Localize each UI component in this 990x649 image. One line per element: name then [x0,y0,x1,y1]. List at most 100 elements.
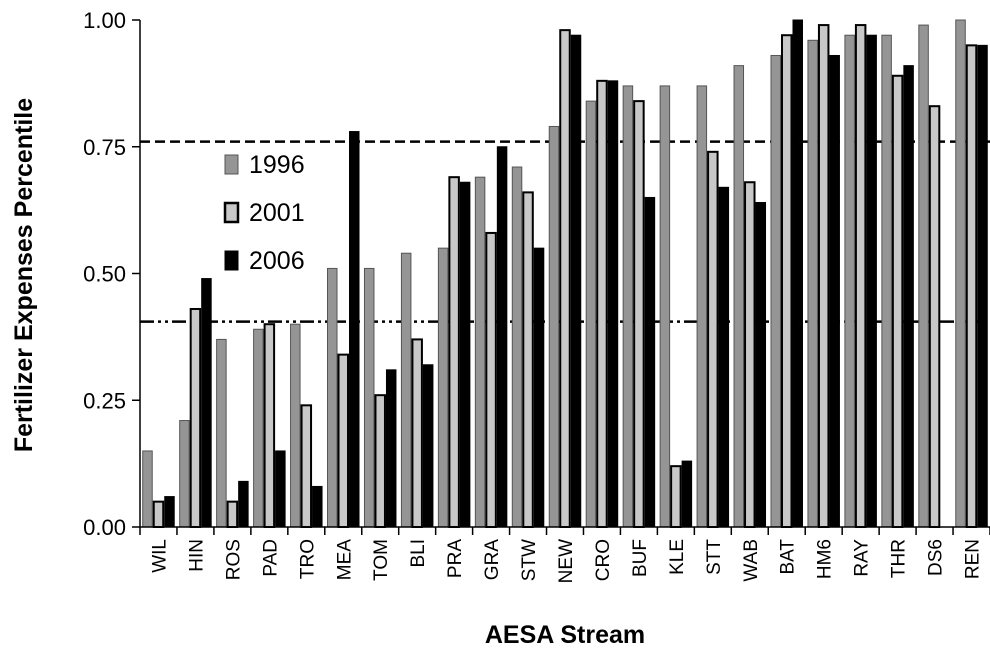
bar-2006-WIL [164,496,175,528]
bar-1996-STW [511,166,523,528]
bar-1996-KLE [659,85,671,528]
x-axis-title: AESA Stream [485,621,645,649]
bar-2006-BUF [644,196,656,528]
bar-2001-STT [707,150,719,528]
bar-2006-STT [718,186,730,528]
bar-2001-MEA [337,353,350,528]
bar-1996-PAD [253,328,264,528]
bar-1996-BLI [400,252,412,528]
bar-2006-NEW [570,34,582,528]
y-tick-label: 0.50 [83,262,126,287]
bar-2006-BLI [422,364,434,528]
bar-1996-HIN [179,420,190,528]
x-tick-label: MEA [334,539,355,581]
x-tick-label: ROS [223,539,244,580]
x-tick-label: DS6 [926,539,947,576]
bar-2001-NEW [559,29,571,528]
bar-1996-WIL [142,450,153,528]
legend-swatch-2001 [223,201,240,224]
legend-label-2001: 2001 [249,199,305,227]
bar-2001-ROS [226,500,239,528]
x-tick-label: WAB [741,539,762,582]
bar-2006-GRA [496,146,508,528]
bar-1996-BUF [622,85,634,528]
bar-2001-BAT [780,34,793,529]
bar-2001-TOM [374,394,386,528]
bars [142,19,988,529]
y-axis-title: Fertilizer Expenses Percentile [10,98,38,452]
x-tick-label: BAT [778,539,799,575]
legend: 1996 2001 2006 [223,151,305,275]
bar-2001-STW [522,191,534,528]
bar-2006-ROS [238,480,249,528]
bar-2001-WAB [744,181,756,529]
y-ticks: 0.00 0.25 0.50 0.75 1.00 [83,8,140,540]
bar-1996-CRO [585,100,597,528]
bar-2006-RAY [866,34,877,528]
bar-1996-PRA [437,247,449,528]
bar-2001-WIL [152,500,165,528]
x-tick-label: KLE [667,539,688,575]
bar-2001-REN [965,44,978,528]
bar-2001-DS6 [928,105,941,528]
bar-2006-CRO [607,80,619,528]
bar-2006-BAT [792,19,803,528]
bar-2006-KLE [681,460,693,528]
bar-2001-PAD [263,323,276,529]
bar-2001-BUF [633,100,645,529]
legend-label-2006: 2006 [249,247,305,275]
bar-2001-TRO [300,404,313,529]
bar-2001-HM6 [817,24,830,528]
bar-1996-DS6 [918,24,929,528]
bar-2006-PRA [459,181,471,528]
bar-1996-MEA [327,267,338,528]
bar-2006-HM6 [829,54,840,528]
bar-2006-MEA [349,131,360,528]
bar-1996-REN [955,19,966,528]
bar-2001-HIN [189,307,202,528]
legend-label-1996: 1996 [249,151,305,179]
y-tick-label: 0.75 [83,135,126,160]
bar-2001-THR [891,74,904,529]
bar-2001-PRA [448,176,460,528]
bar-2006-REN [977,44,988,528]
bar-1996-TRO [290,323,301,528]
bar-1996-STT [696,85,708,528]
x-tick-label: RAY [852,539,873,577]
bar-2006-TRO [312,485,323,528]
bar-2006-WAB [755,202,767,528]
bar-1996-RAY [844,34,855,528]
x-tick-label: THR [889,539,910,578]
x-tick-label: CRO [593,539,614,581]
x-tick-label: STT [704,539,725,575]
bar-1996-TOM [363,267,375,528]
y-tick-label: 0.00 [83,515,126,540]
x-tick-label: STW [519,539,540,581]
bar-1996-ROS [216,338,227,528]
bar-1996-BAT [770,54,781,528]
x-tick-label: BUF [630,539,651,577]
bar-1996-WAB [733,65,745,528]
y-tick-label: 0.25 [83,388,126,413]
y-tick-label: 1.00 [83,8,126,33]
x-tick-label: PAD [260,539,281,577]
bar-2001-GRA [485,231,497,528]
bar-2006-PAD [275,450,286,528]
x-tick-label: TRO [297,539,318,579]
bar-2001-CRO [596,79,608,528]
bar-2006-STW [533,247,545,528]
x-tick-label: WIL [149,539,170,573]
x-tick-label: PRA [445,539,466,578]
bar-2001-RAY [854,24,867,528]
bar-2001-BLI [411,338,423,528]
legend-swatch-1996 [224,154,239,175]
bar-2006-TOM [385,369,397,528]
legend-swatch-2006 [224,250,239,271]
bar-1996-GRA [474,176,486,528]
bar-2006-THR [903,65,914,528]
bar-2006-HIN [201,278,212,528]
bar-1996-NEW [548,125,560,528]
x-tick-label: NEW [556,539,577,583]
x-tick-label: GRA [482,539,503,581]
